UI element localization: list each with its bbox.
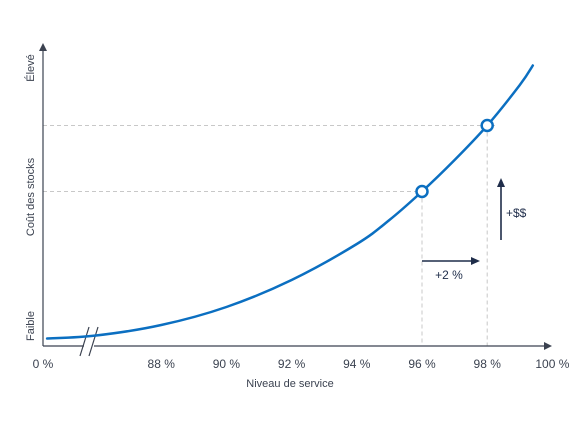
y-delta-arrow (497, 178, 505, 240)
x-tick-label: 94 % (343, 357, 371, 371)
y-high-label: Élevé (24, 54, 37, 82)
x-tick-label: 100 % (535, 357, 569, 371)
x-tick-labels: 0 % 88 % 90 % 92 % 94 % 96 % 98 % 100 % (33, 357, 570, 371)
x-tick-label: 90 % (213, 357, 241, 371)
x-axis-label: Niveau de service (246, 378, 333, 390)
cost-curve (45, 64, 535, 340)
x-axis-break (79, 326, 99, 357)
y-low-label: Faible (25, 311, 37, 341)
x-delta-arrow (422, 257, 480, 265)
x-tick-label: 96 % (408, 357, 436, 371)
highlight-point-1 (480, 118, 494, 133)
x-delta-label: +2 % (435, 268, 463, 282)
x-tick-label: 0 % (33, 357, 54, 371)
x-axis-arrowhead (544, 342, 552, 350)
y-delta-label: +$$ (506, 206, 527, 220)
guide-lines (43, 125, 495, 346)
y-axis-arrowhead (39, 43, 47, 51)
highlight-points (415, 118, 494, 199)
y-axis-label: Coût des stocks (25, 157, 37, 236)
x-tick-label: 98 % (474, 357, 502, 371)
x-tick-label: 88 % (148, 357, 176, 371)
x-tick-label: 92 % (278, 357, 306, 371)
highlight-point-0 (415, 184, 429, 199)
